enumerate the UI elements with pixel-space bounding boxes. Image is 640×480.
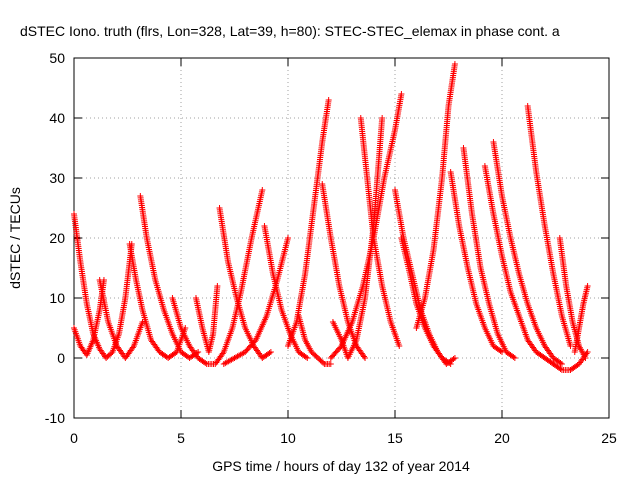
y-tick-label: 40	[49, 110, 65, 126]
data-point	[266, 350, 273, 356]
data-series	[460, 145, 518, 361]
y-tick-label: 0	[57, 350, 65, 366]
data-point	[557, 366, 564, 372]
data-point	[379, 115, 386, 121]
x-tick-label: 0	[70, 430, 78, 446]
data-series	[490, 139, 565, 367]
data-point	[584, 349, 591, 355]
chart-title: dSTEC Iono. truth (flrs, Lon=328, Lat=39…	[20, 23, 560, 39]
data-series	[392, 187, 458, 367]
data-series	[329, 115, 386, 361]
data-point	[447, 361, 454, 367]
data-series	[447, 169, 505, 355]
data-series	[71, 211, 135, 361]
data-series	[319, 181, 369, 361]
y-tick-label: 20	[49, 230, 65, 246]
data-point	[302, 354, 309, 360]
data-point	[582, 355, 589, 361]
data-point	[139, 319, 146, 325]
data-point	[567, 343, 574, 349]
data-point	[450, 356, 457, 362]
data-point	[396, 343, 403, 349]
x-tick-label: 15	[387, 430, 403, 446]
x-tick-label: 5	[177, 430, 185, 446]
data-point	[251, 338, 258, 345]
data-point	[557, 360, 564, 366]
x-tick-label: 20	[494, 430, 510, 446]
data-series	[524, 103, 574, 349]
data-series	[285, 97, 332, 349]
ticks: 0 5 10 15 20 25 -10 0 10 20 30 40 50	[45, 50, 617, 446]
y-tick-label: 30	[49, 170, 65, 186]
x-tick-label: 25	[601, 430, 617, 446]
data-point	[511, 355, 518, 361]
data-point	[320, 359, 327, 366]
x-tick-label: 10	[280, 430, 296, 446]
data-point	[558, 361, 565, 367]
data-point	[584, 283, 591, 289]
data-marks	[71, 61, 591, 373]
grid	[74, 58, 609, 418]
data-series	[220, 235, 291, 367]
data-series	[357, 115, 403, 349]
data-point	[325, 97, 332, 103]
data-series	[137, 193, 202, 361]
data-point	[398, 91, 405, 97]
data-point	[327, 361, 334, 367]
y-axis-label: dSTEC / TECUs	[7, 187, 23, 289]
data-series	[295, 313, 334, 367]
data-point	[446, 360, 453, 366]
data-point	[304, 355, 311, 361]
data-point	[285, 235, 291, 241]
data-point	[202, 360, 209, 366]
y-tick-label: 50	[49, 50, 65, 66]
data-point	[510, 354, 517, 360]
x-axis-label: GPS time / hours of day 132 of year 2014	[212, 458, 470, 474]
data-point	[267, 349, 274, 355]
y-tick-label: -10	[45, 410, 65, 426]
data-series	[71, 277, 107, 358]
data-point	[451, 61, 458, 67]
data-series	[413, 61, 458, 331]
data-series	[571, 283, 591, 355]
data-point	[259, 187, 266, 193]
data-series	[96, 277, 146, 361]
data-series	[398, 235, 454, 367]
data-point	[362, 355, 369, 361]
data-series	[192, 283, 221, 355]
y-tick-label: 10	[49, 290, 65, 306]
data-point	[451, 355, 458, 361]
data-point	[214, 283, 221, 289]
data-series	[261, 223, 311, 361]
data-point	[497, 348, 504, 354]
